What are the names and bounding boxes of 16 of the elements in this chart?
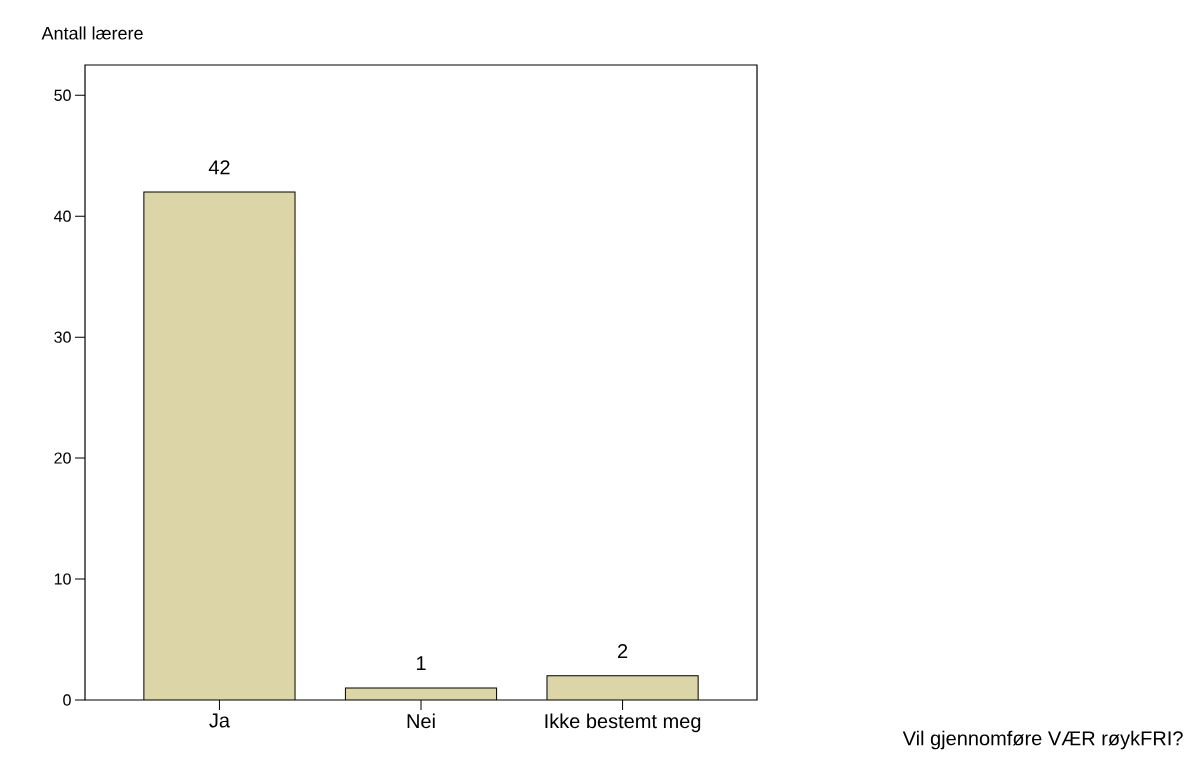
text: Vil gjennomføre VÆR røykFRI? <box>902 730 1183 750</box>
data-label: 2 <box>618 644 628 658</box>
data-label: 42 <box>208 160 230 175</box>
x-tick-label: Ja <box>209 713 230 728</box>
y-tick-label: 50 <box>54 89 71 101</box>
y-tick-label: 40 <box>54 210 71 222</box>
x-tick-label: Nei <box>407 713 435 729</box>
y-tick-label: 10 <box>54 573 71 585</box>
x-tick-label: Ikke bestemt meg <box>545 713 701 733</box>
bar <box>143 191 296 700</box>
y-tick-label: 30 <box>54 331 71 343</box>
data-label: 1 <box>416 656 426 671</box>
y-tick-label: 20 <box>54 452 71 464</box>
y-axis-title: Antall lærere <box>41 26 143 40</box>
y-tick-label: 0 <box>63 694 71 706</box>
bar <box>546 675 699 700</box>
